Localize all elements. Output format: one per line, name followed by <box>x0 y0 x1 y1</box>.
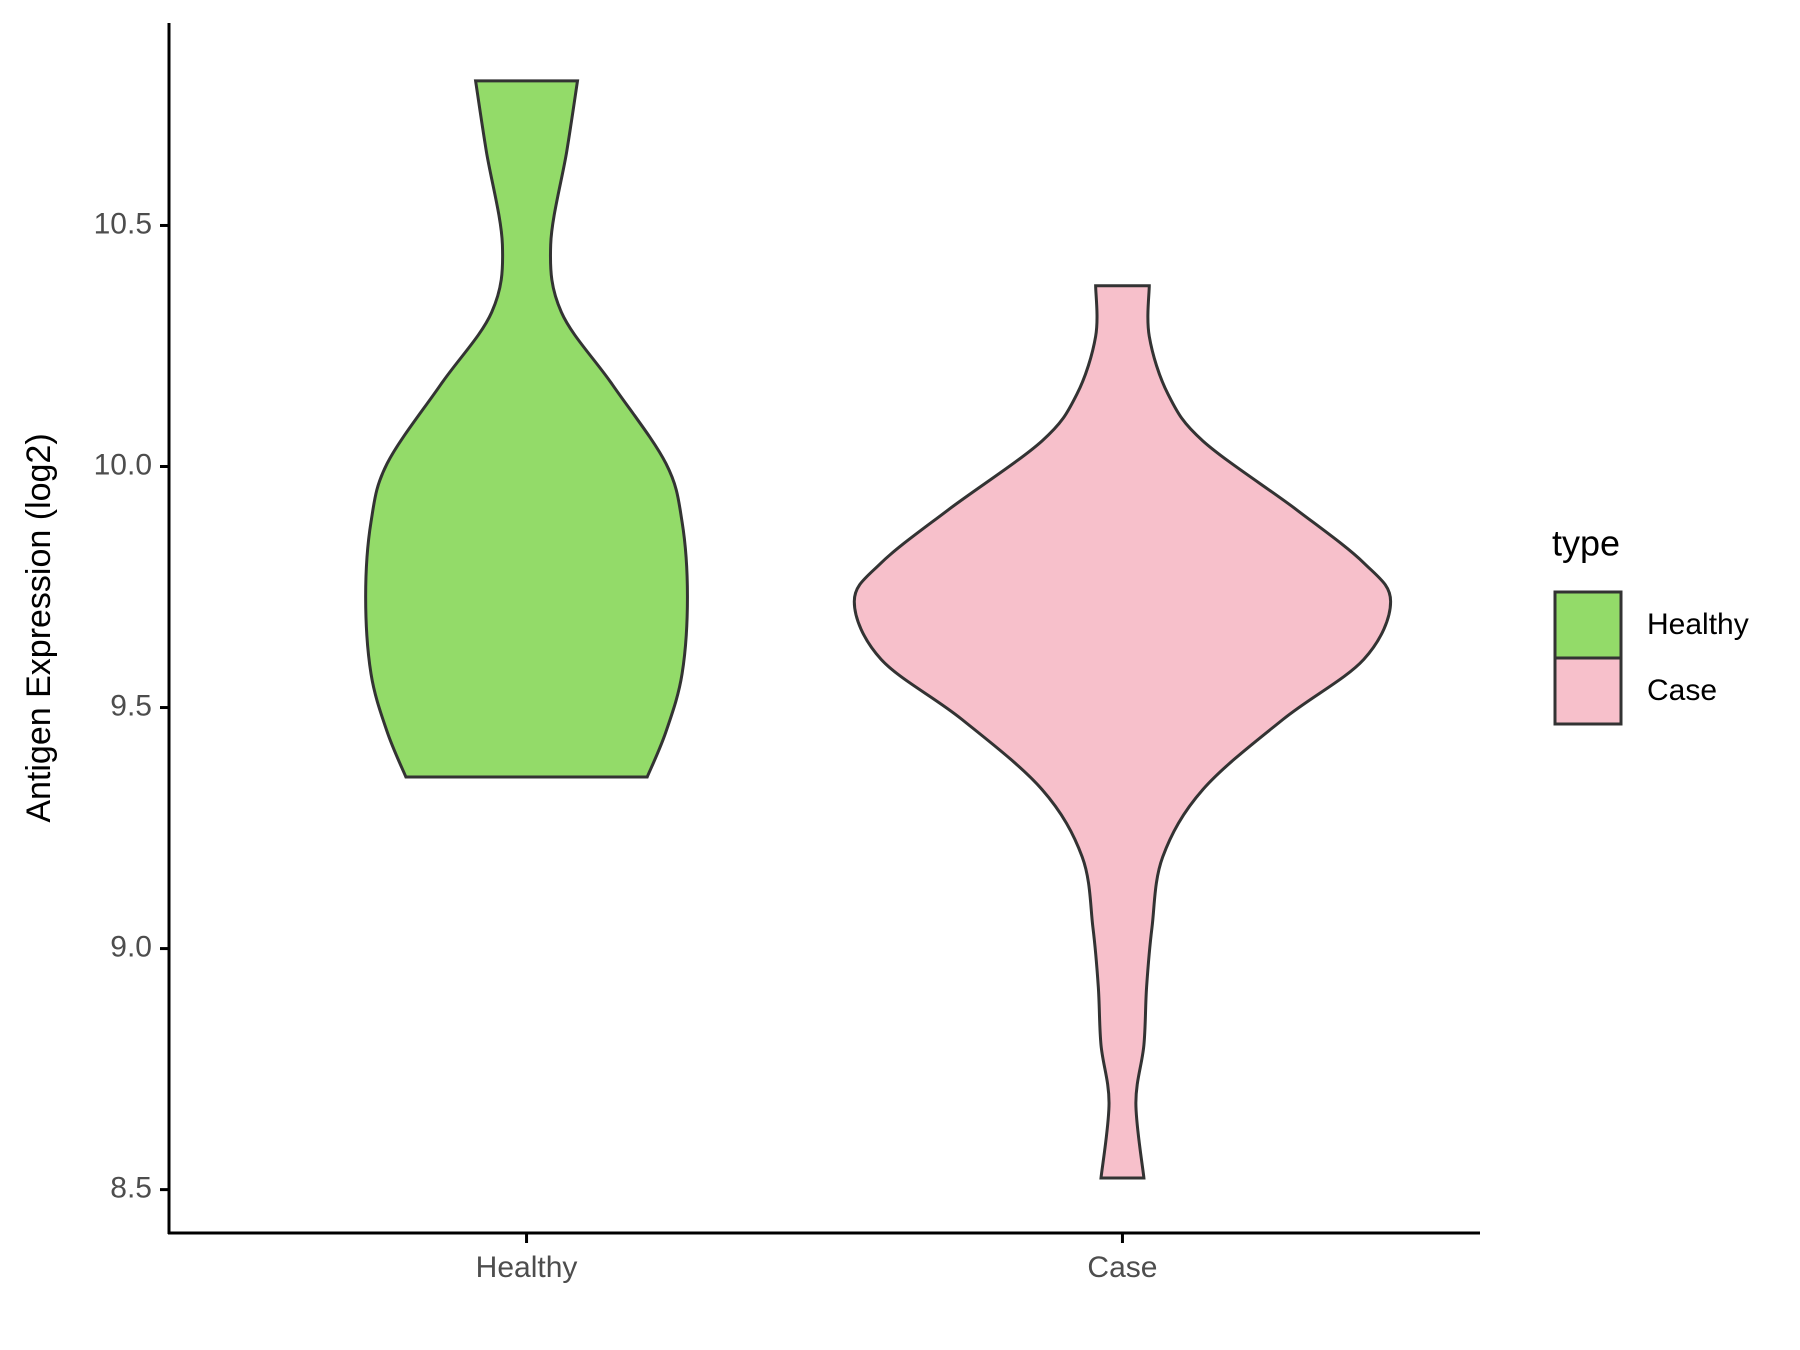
y-tick-label: 9.0 <box>110 930 152 963</box>
legend-label: Case <box>1647 674 1717 707</box>
legend-label: Healthy <box>1647 608 1749 641</box>
violin <box>364 79 689 779</box>
legend-title: type <box>1552 523 1620 564</box>
y-tick-label: 10.0 <box>94 448 152 481</box>
y-axis-title: Antigen Expression (log2) <box>20 433 58 822</box>
y-tick-label: 9.5 <box>110 689 152 722</box>
legend-key <box>1553 590 1623 660</box>
y-tick-label: 8.5 <box>110 1172 152 1205</box>
legend-key <box>1553 656 1623 726</box>
x-tick-label: Case <box>1087 1251 1157 1284</box>
x-tick-label: Healthy <box>476 1251 578 1284</box>
violin <box>852 284 1393 1180</box>
y-tick-label: 10.5 <box>94 207 152 240</box>
